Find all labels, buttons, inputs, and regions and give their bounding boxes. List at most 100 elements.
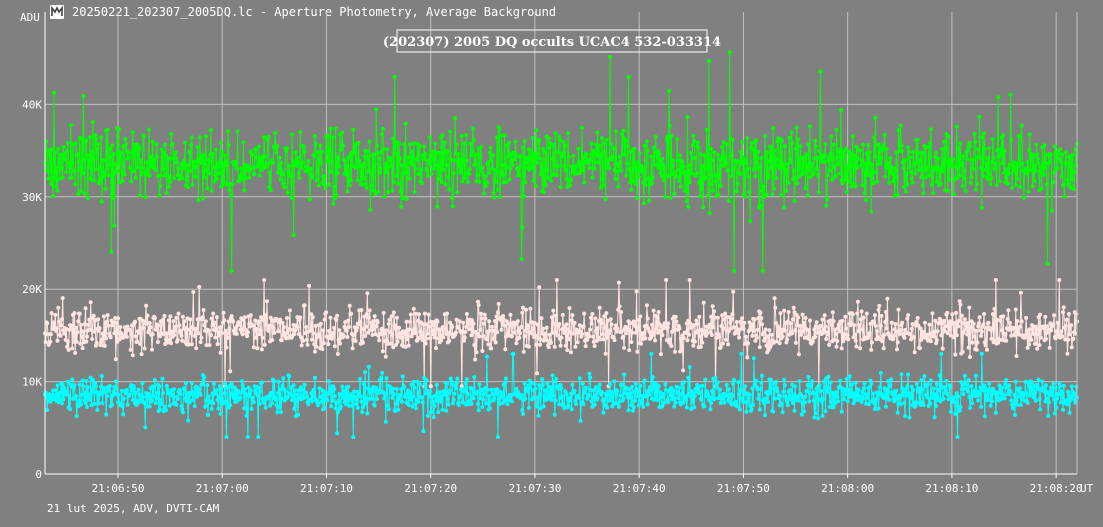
data-point: [1010, 406, 1015, 411]
data-point: [937, 373, 942, 378]
data-point: [722, 400, 727, 405]
data-point: [152, 378, 157, 382]
data-point: [566, 337, 571, 342]
data-point: [344, 328, 349, 333]
data-point: [802, 409, 807, 414]
data-point: [607, 166, 612, 171]
data-point: [651, 145, 656, 150]
data-point: [981, 322, 986, 327]
data-point: [141, 326, 146, 331]
x-axis-unit: UT: [1080, 482, 1094, 495]
data-point: [174, 315, 179, 320]
data-point: [184, 178, 189, 182]
data-point: [1057, 381, 1062, 386]
data-point: [1055, 320, 1060, 325]
data-point: [826, 374, 831, 379]
data-point: [331, 201, 336, 206]
data-point: [855, 299, 860, 304]
data-point: [765, 150, 770, 155]
data-point: [953, 411, 958, 416]
data-point: [245, 334, 250, 339]
data-point: [46, 168, 50, 173]
data-point: [984, 161, 989, 166]
data-point: [132, 386, 137, 390]
data-point: [868, 378, 873, 383]
data-point: [898, 395, 902, 400]
data-point: [234, 331, 239, 336]
data-point: [911, 150, 916, 154]
data-point: [45, 321, 50, 326]
data-point: [608, 317, 613, 321]
data-point: [53, 150, 58, 155]
data-point: [251, 400, 256, 405]
data-point: [1025, 160, 1030, 165]
data-point: [550, 373, 555, 378]
data-point: [220, 149, 224, 154]
data-point: [364, 312, 369, 317]
data-point: [807, 399, 812, 404]
data-point: [499, 133, 504, 138]
data-point: [892, 166, 897, 171]
data-point: [839, 346, 844, 351]
data-point: [422, 382, 427, 386]
data-point: [872, 401, 877, 406]
data-point: [407, 176, 412, 181]
data-point: [687, 365, 692, 369]
data-point: [794, 125, 799, 130]
data-point: [649, 154, 654, 159]
data-point: [603, 351, 608, 356]
data-point: [56, 305, 61, 310]
data-point: [306, 402, 311, 407]
data-point: [633, 181, 638, 186]
data-point: [231, 319, 236, 324]
data-point: [861, 396, 866, 401]
data-point: [205, 186, 210, 191]
data-point: [158, 184, 163, 189]
data-point: [116, 316, 120, 321]
data-point: [607, 331, 612, 336]
data-point: [660, 333, 665, 338]
data-point: [1015, 176, 1020, 181]
data-point: [544, 389, 549, 394]
data-point: [782, 144, 787, 148]
data-point: [650, 322, 655, 327]
data-point: [521, 411, 525, 416]
data-point: [599, 321, 604, 326]
data-point: [944, 378, 949, 383]
data-point: [965, 389, 970, 394]
data-point: [207, 159, 212, 164]
data-point: [748, 219, 753, 224]
data-point: [756, 316, 761, 321]
data-point: [845, 333, 850, 338]
data-point: [645, 402, 650, 407]
data-point: [538, 156, 542, 161]
data-point: [240, 379, 244, 384]
data-point: [860, 183, 865, 188]
data-point: [87, 165, 92, 169]
chart-title-box: (202307) 2005 DQ occults UCAC4 532-03331…: [383, 29, 721, 53]
data-point: [987, 381, 992, 386]
data-point: [254, 155, 259, 160]
data-point: [954, 400, 958, 405]
data-point: [239, 166, 244, 171]
data-point: [121, 334, 126, 339]
data-point: [366, 156, 371, 161]
data-point: [543, 183, 548, 187]
data-point: [813, 391, 818, 396]
data-point: [371, 188, 376, 193]
data-point: [373, 192, 378, 197]
data-point: [1045, 324, 1050, 329]
data-point: [670, 163, 675, 168]
data-point: [368, 328, 373, 333]
data-point: [895, 410, 900, 415]
data-point: [713, 375, 718, 380]
data-point: [677, 179, 682, 184]
data-point: [661, 392, 666, 397]
data-point: [310, 315, 315, 320]
data-point: [892, 333, 897, 338]
data-point: [74, 325, 78, 330]
data-point: [485, 387, 490, 392]
data-point: [297, 176, 302, 180]
data-point: [462, 335, 467, 340]
data-point: [781, 162, 786, 166]
